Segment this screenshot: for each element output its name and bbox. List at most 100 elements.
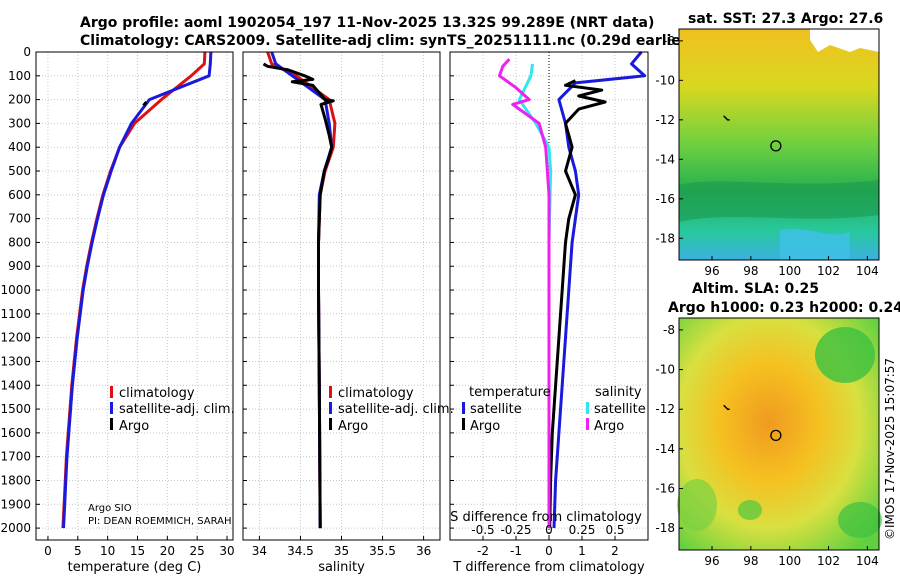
y-tick-label: 1000 — [0, 283, 31, 297]
x-tick-label: 2 — [611, 544, 619, 558]
x-tick-label: 1 — [578, 544, 586, 558]
y-tick-label: 1600 — [0, 426, 31, 440]
map-x-tick-label: 96 — [704, 554, 719, 568]
legend-swatch-climatology — [329, 386, 332, 398]
series-argo — [142, 101, 148, 107]
legend-swatch-argo — [110, 418, 113, 430]
legend-climatology: climatology — [338, 386, 414, 401]
series-t-satellite — [552, 51, 647, 529]
series-s-argo — [498, 58, 551, 529]
temperature-panel: 0 5 10 15 20 25 30 temperature (deg C) 0 100 200 30… — [0, 45, 234, 575]
legend-s-argo: Argo — [594, 419, 624, 434]
legend-swatch-t-argo — [462, 418, 465, 430]
sst-map-title: sat. SST: 27.3 Argo: 27.6 — [688, 11, 883, 27]
sla-low-sw — [677, 479, 717, 531]
argo-track — [723, 115, 730, 121]
x-tick-label: 35.5 — [369, 544, 396, 558]
y-tick-label: 1400 — [0, 378, 31, 392]
series-s-satellite — [517, 63, 553, 529]
y-tick-label: 1800 — [0, 473, 31, 487]
x-axis-label: T difference from climatology — [452, 560, 645, 575]
x-tick-label: 30 — [219, 544, 234, 558]
y-tick-label: 2000 — [0, 521, 31, 535]
sla-low-s — [738, 500, 762, 520]
legend-satellite: satellite-adj. clim. — [119, 402, 235, 417]
x-tick-label: 0 — [545, 544, 553, 558]
salinity-legend: climatology satellite-adj. clim. Argo — [329, 386, 454, 434]
series-argo — [262, 62, 335, 529]
x-tick-label: 34.5 — [287, 544, 314, 558]
sst-missing-data — [810, 29, 879, 52]
legend-argo: Argo — [338, 419, 368, 434]
sla-low-se — [838, 502, 882, 538]
legend-t-satellite: satellite — [470, 402, 522, 417]
x-tick-label: 10 — [100, 544, 115, 558]
sla-axes: 96 98 100 102 104 -8 -10 -12 -14 -16 -18 — [655, 323, 878, 568]
x-axis-label: salinity — [318, 560, 365, 575]
y-tick-label: 1100 — [0, 307, 31, 321]
annotation-line-2: PI: DEAN ROEMMICH, SARAH — [88, 516, 232, 527]
map-y-tick-label: -18 — [655, 521, 675, 535]
map-y-tick-label: -14 — [655, 442, 675, 456]
series-satellite-adj-clim- — [62, 51, 213, 529]
legend-swatch-t-satellite — [462, 402, 465, 414]
map-x-tick-label: 96 — [704, 264, 719, 278]
x-tick-label: 34 — [252, 544, 267, 558]
map-y-tick-label: -8 — [663, 323, 675, 337]
argo-location-marker — [770, 140, 782, 152]
legend-t-argo: Argo — [470, 419, 500, 434]
salinity-panel: 34 34.5 35 35.5 36 salinity — [242, 51, 441, 575]
map-y-tick-label: -12 — [655, 402, 675, 416]
y-tick-label: 1500 — [0, 402, 31, 416]
legend-s-satellite: satellite — [594, 402, 646, 417]
y-tick-label: 200 — [8, 93, 31, 107]
temperature-legend: climatology satellite-adj. clim. Argo — [110, 386, 235, 434]
x-tick-label: 5 — [74, 544, 82, 558]
map-y-tick-label: -10 — [655, 363, 675, 377]
y-tick-label: 1300 — [0, 354, 31, 368]
map-x-tick-label: 100 — [778, 264, 801, 278]
legend-swatch-s-argo — [586, 418, 589, 430]
watermark: ©IMOS 17-Nov-2025 15:07:57 — [883, 358, 897, 540]
map-y-tick-label: -14 — [655, 152, 675, 166]
x-tick-label: 25 — [190, 544, 205, 558]
map-y-tick-label: -16 — [655, 482, 675, 496]
y-tick-label: 100 — [8, 69, 31, 83]
legend-satellite: satellite-adj. clim. — [338, 402, 454, 417]
y-tick-label: 0 — [23, 45, 31, 59]
series-satellite-adj-clim- — [270, 51, 334, 529]
sst-map — [678, 28, 880, 261]
y-tick-label: 1900 — [0, 497, 31, 511]
x-tick-label: 35 — [334, 544, 349, 558]
map-y-tick-label: -18 — [655, 231, 675, 245]
map-x-tick-label: 102 — [817, 264, 840, 278]
title-line-1: Argo profile: aoml 1902054_197 11-Nov-20… — [80, 15, 654, 31]
y-tick-label: 600 — [8, 188, 31, 202]
y-tick-label: 700 — [8, 212, 31, 226]
top-tick-label: 0 — [545, 523, 553, 537]
legend-salinity-heading: salinity — [595, 385, 642, 400]
legend-climatology: climatology — [119, 386, 195, 401]
argo-track — [723, 404, 730, 410]
map-x-tick-label: 104 — [856, 264, 879, 278]
y-tick-label: 400 — [8, 140, 31, 154]
sla-low-ne — [815, 327, 875, 383]
map-x-tick-label: 98 — [743, 554, 758, 568]
top-tick-label: -0.5 — [471, 523, 494, 537]
difference-panel: -2 -1 0 1 2 T difference from climatology S di… — [449, 51, 649, 575]
series-t-argo — [548, 79, 607, 529]
title-line-2: Climatology: CARS2009. Satellite-adj cli… — [80, 33, 694, 49]
x-tick-label: -1 — [510, 544, 522, 558]
map-y-tick-label: -16 — [655, 192, 675, 206]
annotation-line-1: Argo SIO — [88, 503, 132, 514]
top-axis-label: S difference from climatology — [450, 510, 642, 525]
map-x-tick-label: 100 — [778, 554, 801, 568]
map-x-tick-label: 104 — [856, 554, 879, 568]
map-y-tick-label: -12 — [655, 113, 675, 127]
x-tick-label: 36 — [416, 544, 431, 558]
difference-legend: temperature satellite Argo salinity sate… — [462, 385, 646, 434]
map-y-tick-label: -10 — [655, 73, 675, 87]
x-axis-label: temperature (deg C) — [68, 560, 202, 575]
legend-temperature-heading: temperature — [469, 385, 551, 400]
argo-location-marker — [770, 429, 782, 442]
